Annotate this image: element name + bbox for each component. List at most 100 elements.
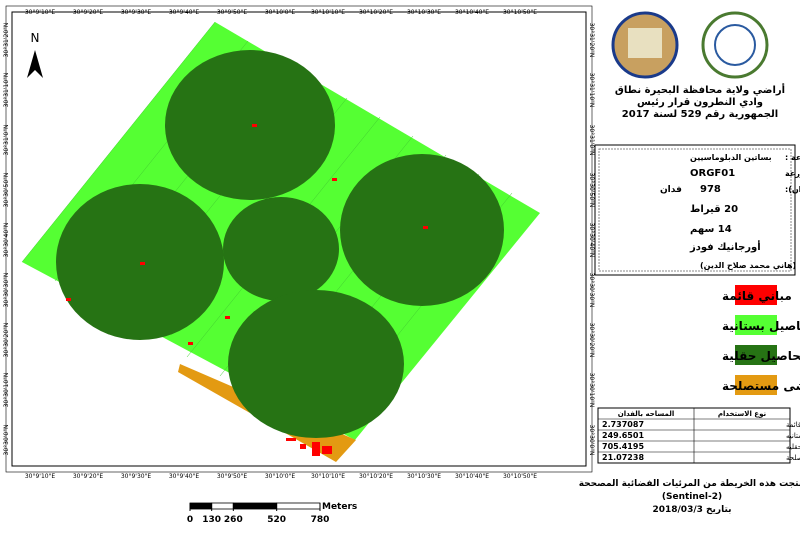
legend-label: اراضى محاصيل بستانية (722, 319, 800, 333)
building (332, 178, 337, 181)
scale-segment (211, 502, 234, 510)
top-coord-label: 30°10'40"E (455, 9, 489, 16)
bottom-coord-label: 30°10'10"E (311, 473, 345, 480)
footer-line: (Sentinel-2) (662, 492, 722, 502)
bottom-coord-label: 30°10'30"E (407, 473, 441, 480)
right-coord-label: 30°30'50"N (588, 173, 595, 208)
left-coord-label: 30°30'40"N (3, 223, 10, 258)
right-coord-label: 30°31'10"N (588, 73, 595, 108)
bottom-coord-label: 30°10'40"E (455, 473, 489, 480)
table-cell: 249.6501 (602, 431, 644, 440)
bottom-coord-label: 30°10'0"E (265, 473, 295, 480)
field-line (21, 21, 216, 263)
table-cell: اراضى محاصيل حقليه (786, 443, 800, 451)
info-text: ORGF01 (690, 168, 735, 179)
scale-label: 780 (311, 515, 330, 525)
bottom-coord-label: 30°10'50"E (503, 473, 537, 480)
field-crop-pivot (165, 50, 335, 200)
left-coord-label: 30°30'0"N (3, 425, 10, 456)
legend-label: مباني قائمة (722, 289, 792, 303)
top-coord-label: 30°10'10"E (311, 9, 345, 16)
left-coord-label: 30°30'10"N (3, 373, 10, 408)
info-box (594, 144, 796, 276)
info-text: أورجانيك فودز (689, 240, 761, 253)
building (312, 442, 320, 456)
scale-label: 260 (224, 515, 243, 525)
bottom-coord-label: 30°9'20"E (73, 473, 103, 480)
field-crop-pivot (340, 154, 504, 306)
title-line: أراضي ولاية محافظة البحيرة نطاق (615, 83, 785, 96)
building (225, 316, 230, 319)
right-coord-label: 30°31'0"N (588, 125, 595, 156)
building (140, 262, 145, 265)
field-crop-pivot (223, 197, 339, 301)
building (188, 342, 193, 345)
building (300, 444, 306, 449)
building (286, 438, 296, 441)
bottom-coord-label: 30°9'50"E (217, 473, 247, 480)
right-coord-label: 30°30'0"N (588, 425, 595, 456)
top-coord-label: 30°10'0"E (265, 9, 295, 16)
info-text: 978 (700, 184, 721, 195)
bottom-coord-label: 30°9'30"E (121, 473, 151, 480)
table-header: نوع الاستخدام (718, 410, 767, 418)
info-text: المساحة الكلية (فدان): (785, 185, 800, 194)
logo-right (701, 11, 769, 79)
table-cell: 21.07238 (602, 453, 644, 462)
building (252, 124, 257, 127)
map-body (21, 21, 540, 462)
left-coord-label: 30°30'20"N (3, 323, 10, 358)
logo-right-inner (714, 24, 756, 66)
table-cell: مبانى قائمة (786, 421, 800, 429)
top-coord-label: 30°9'20"E (73, 9, 103, 16)
top-coord-label: 30°10'30"E (407, 9, 441, 16)
table-cell: 705.4195 (602, 442, 644, 451)
right-coord-label: 30°30'40"N (588, 223, 595, 258)
bottom-coord-label: 30°9'10"E (25, 473, 55, 480)
table-cell: 2.737087 (602, 420, 644, 429)
top-coord-label: 30°9'30"E (121, 9, 151, 16)
north-arrow (27, 50, 43, 78)
left-coord-label: 30°31'10"N (3, 73, 10, 108)
right-coord-label: 30°30'20"N (588, 323, 595, 358)
top-coord-label: 30°9'50"E (217, 9, 247, 16)
scale-segment (276, 502, 321, 510)
legend-swatch (735, 375, 777, 395)
right-coord-label: 30°30'10"N (588, 373, 595, 408)
info-text: 20 قيراط (690, 204, 738, 215)
top-coord-label: 30°10'50"E (503, 9, 537, 16)
field-crop-pivot (228, 290, 404, 438)
footer-line: بتاريخ 2018/03/3 (652, 505, 731, 515)
bottom-coord-label: 30°10'20"E (359, 473, 393, 480)
info-text: فدان (660, 185, 682, 195)
info-text: 14 سهم (690, 224, 732, 235)
building (66, 298, 71, 301)
bottom-coord-label: 30°9'40"E (169, 473, 199, 480)
table-header: المساحه بالفدان (618, 410, 675, 418)
info-text: (هاني محمد صلاح الدين) (700, 261, 796, 270)
top-coord-label: 30°9'10"E (25, 9, 55, 16)
scale-segment (232, 502, 278, 510)
building (322, 446, 332, 454)
scale-label: 0 (187, 515, 193, 525)
legend-swatch (735, 315, 777, 335)
top-coord-label: 30°10'20"E (359, 9, 393, 16)
right-coord-label: 30°30'30"N (588, 273, 595, 308)
legend-swatch (735, 345, 777, 365)
legend-label: اراضى مستصلحة (722, 379, 800, 393)
right-coord-label: 30°31'20"N (588, 23, 595, 58)
legend-label: اراضى محاصيل حقلية (722, 349, 800, 363)
scale-label: 520 (267, 515, 286, 525)
table-cell: اراضى مستصلحة (786, 454, 800, 462)
outer-frame (5, 5, 593, 473)
scale-label: 130 (202, 515, 221, 525)
north-label: N (31, 31, 40, 45)
logo-left-inner (628, 28, 662, 58)
title-line: وادي النطرون قرار رئيس (637, 97, 763, 108)
title-line: الجمهورية رقم 529 لسنة 2017 (622, 109, 778, 120)
info-text: اسم الشركة/المزرعة : (785, 153, 800, 162)
footer-line: انتجت هذه الخريطة من المرئيات الفضائية ا… (579, 479, 800, 489)
legend-swatch (735, 285, 777, 305)
table-cell: اراضى محاصيل بستانيه (786, 432, 800, 440)
